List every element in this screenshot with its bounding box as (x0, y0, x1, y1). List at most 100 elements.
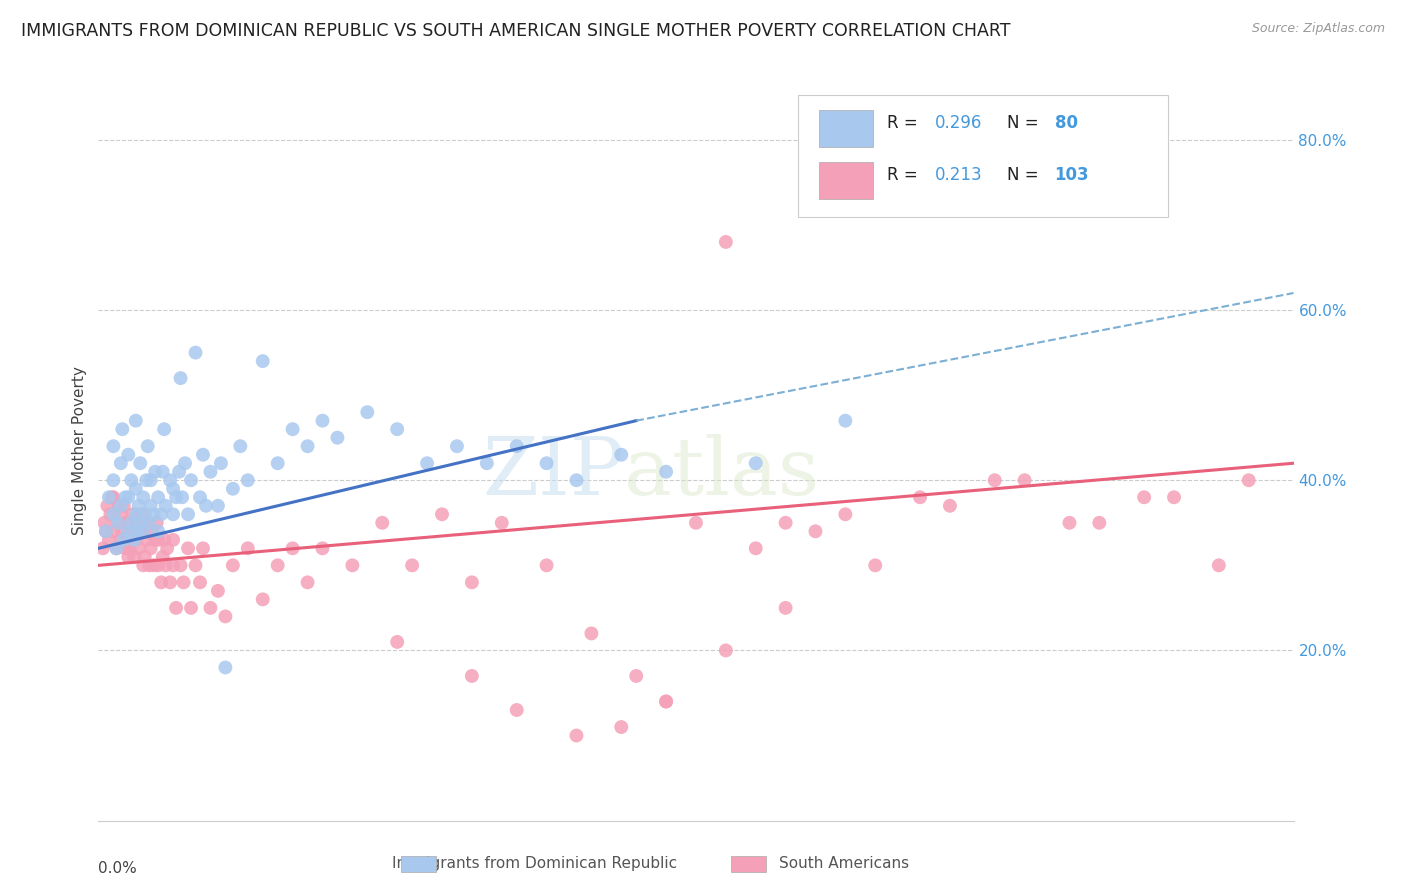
Point (91, 541, 114, 556)
Point (101, 490, 124, 504)
Point (127, 516, 149, 530)
Point (461, 669, 484, 683)
Point (200, 600, 222, 615)
Point (297, 439, 319, 453)
Point (714, 643, 737, 657)
Point (209, 456, 232, 470)
Point (311, 414, 333, 428)
Point (565, 473, 588, 487)
Point (565, 729, 588, 743)
Text: N =: N = (1007, 114, 1043, 132)
Point (108, 499, 131, 513)
Text: IMMIGRANTS FROM DOMINICAN REPUBLIC VS SOUTH AMERICAN SINGLE MOTHER POVERTY CORRE: IMMIGRANTS FROM DOMINICAN REPUBLIC VS SO… (21, 22, 1011, 40)
Point (191, 448, 214, 462)
Point (129, 516, 152, 530)
Point (267, 558, 290, 573)
Point (401, 558, 423, 573)
Point (1088, 516, 1111, 530)
Point (180, 600, 202, 615)
Point (385, 422, 409, 436)
Point (281, 541, 304, 556)
Point (148, 524, 170, 539)
Point (281, 422, 304, 436)
Point (120, 524, 142, 539)
Point (169, 371, 191, 385)
Point (834, 508, 856, 522)
Text: 0.0%: 0.0% (98, 862, 138, 876)
Point (152, 549, 174, 564)
Point (143, 533, 166, 547)
Point (121, 508, 143, 522)
Point (145, 516, 167, 530)
Point (159, 473, 181, 487)
Point (103, 508, 125, 522)
Point (152, 465, 174, 479)
Point (162, 533, 184, 547)
Point (1208, 558, 1230, 573)
Point (195, 499, 218, 513)
Point (131, 508, 153, 522)
Text: South Americans: South Americans (779, 856, 908, 871)
Point (252, 592, 274, 607)
Point (110, 533, 132, 547)
Point (236, 473, 259, 487)
Point (385, 635, 409, 649)
Point (177, 541, 200, 556)
Point (103, 439, 125, 453)
Point (127, 524, 149, 539)
Point (165, 490, 187, 504)
Point (114, 490, 136, 504)
Point (655, 694, 678, 708)
Point (117, 448, 139, 462)
Point (745, 456, 768, 470)
FancyBboxPatch shape (797, 95, 1168, 218)
Point (111, 422, 134, 436)
Point (162, 558, 184, 573)
Point (111, 524, 134, 539)
Point (184, 558, 207, 573)
Point (200, 465, 222, 479)
Point (112, 499, 135, 513)
Point (834, 414, 856, 428)
Point (1014, 473, 1036, 487)
Point (125, 533, 148, 547)
Point (311, 541, 333, 556)
Point (475, 456, 498, 470)
Point (461, 575, 484, 590)
Point (134, 549, 156, 564)
Text: R =: R = (887, 166, 924, 184)
Point (117, 516, 139, 530)
Point (865, 558, 887, 573)
Point (267, 456, 290, 470)
Point (117, 549, 139, 564)
Point (128, 499, 150, 513)
Point (150, 575, 173, 590)
Point (610, 720, 633, 734)
Point (103, 490, 125, 504)
Point (180, 473, 202, 487)
Point (655, 694, 678, 708)
Point (105, 541, 128, 556)
Text: 0.213: 0.213 (935, 166, 983, 184)
Point (117, 524, 139, 539)
Point (124, 549, 146, 564)
Point (745, 541, 768, 556)
Point (112, 533, 135, 547)
Point (173, 575, 195, 590)
Point (136, 516, 159, 530)
Point (125, 414, 148, 428)
Point (581, 626, 603, 640)
Point (229, 439, 252, 453)
Point (416, 456, 439, 470)
Point (129, 456, 152, 470)
Point (124, 533, 146, 547)
Point (430, 508, 453, 522)
Point (326, 431, 349, 445)
Text: atlas: atlas (624, 434, 820, 512)
Point (148, 533, 170, 547)
Point (115, 516, 138, 530)
Point (107, 516, 129, 530)
Point (908, 490, 931, 504)
Text: 80: 80 (1054, 114, 1077, 132)
Point (128, 541, 150, 556)
